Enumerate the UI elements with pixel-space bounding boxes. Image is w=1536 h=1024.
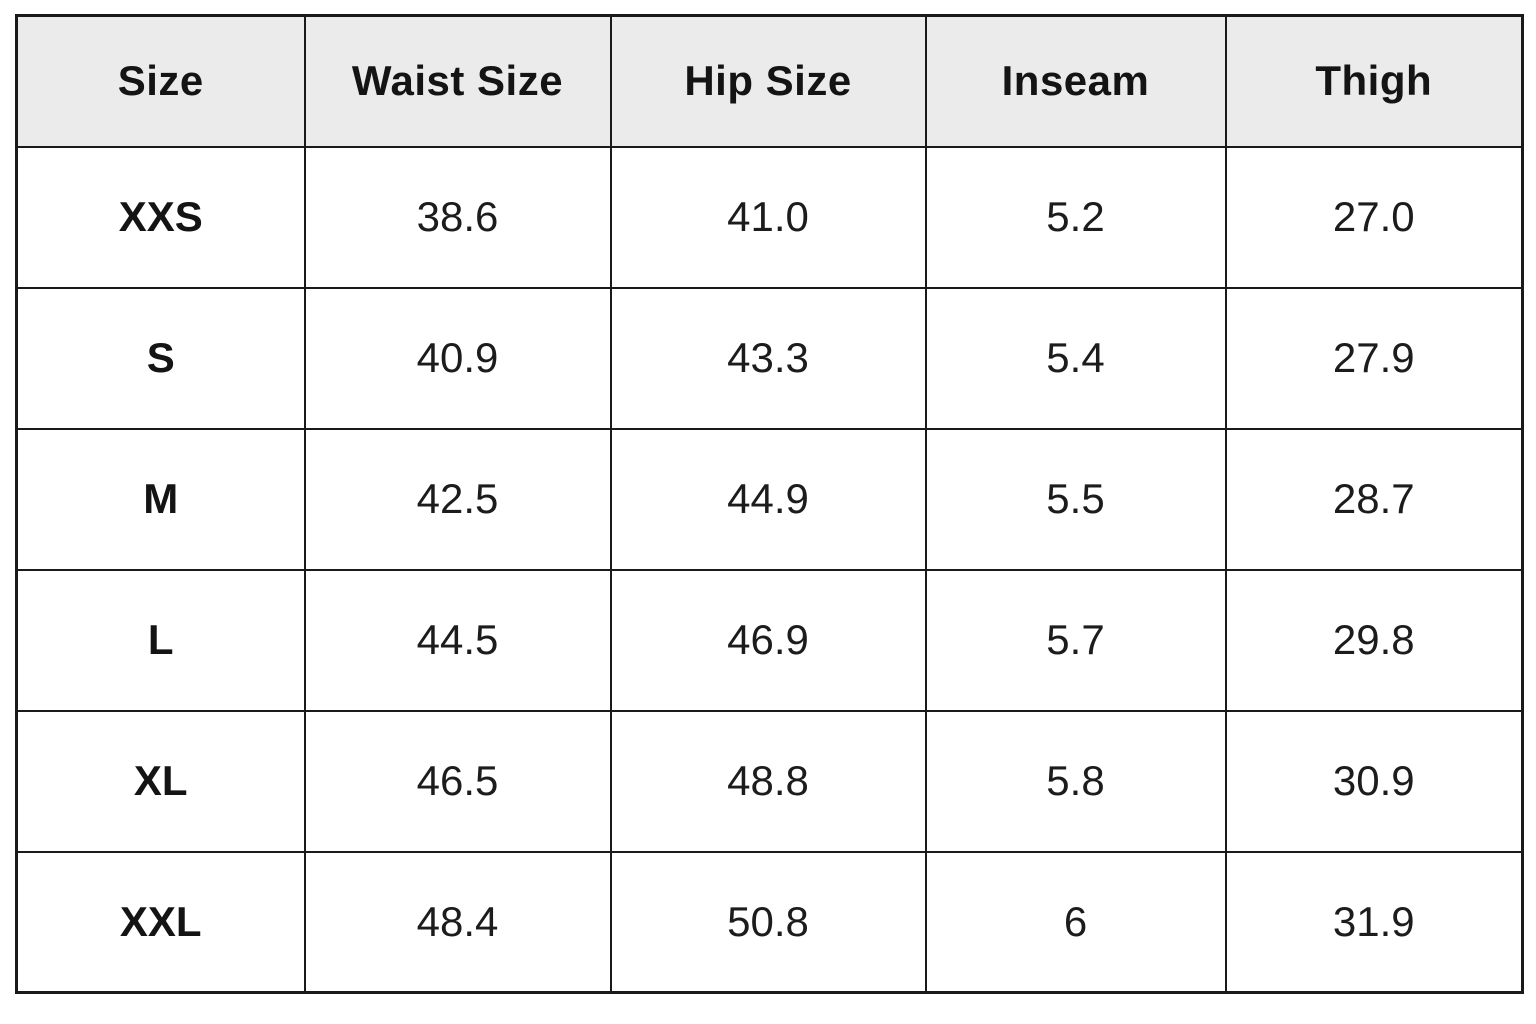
thigh-value: 29.8 (1224, 568, 1524, 712)
hip-value: 43.3 (609, 286, 927, 430)
size-label: L (15, 568, 306, 712)
table-row-xxl: XXL 48.4 50.8 6 31.9 (15, 850, 1524, 994)
waist-value: 46.5 (303, 709, 612, 853)
hip-value: 46.9 (609, 568, 927, 712)
waist-value: 42.5 (303, 427, 612, 571)
thigh-value: 31.9 (1224, 850, 1524, 994)
column-header-inseam: Inseam (924, 14, 1227, 148)
waist-value: 44.5 (303, 568, 612, 712)
hip-value: 50.8 (609, 850, 927, 994)
inseam-value: 5.7 (924, 568, 1227, 712)
waist-value: 48.4 (303, 850, 612, 994)
table-row-m: M 42.5 44.9 5.5 28.7 (15, 427, 1524, 571)
waist-value: 38.6 (303, 145, 612, 289)
column-header-hip: Hip Size (609, 14, 927, 148)
column-header-size: Size (15, 14, 306, 148)
header-row: Size Waist Size Hip Size Inseam Thigh (15, 14, 1524, 148)
column-header-thigh: Thigh (1224, 14, 1524, 148)
thigh-value: 28.7 (1224, 427, 1524, 571)
table-row-xl: XL 46.5 48.8 5.8 30.9 (15, 709, 1524, 853)
inseam-value: 5.5 (924, 427, 1227, 571)
size-label: M (15, 427, 306, 571)
inseam-value: 5.4 (924, 286, 1227, 430)
thigh-value: 27.0 (1224, 145, 1524, 289)
inseam-value: 5.8 (924, 709, 1227, 853)
inseam-value: 6 (924, 850, 1227, 994)
size-label: XXS (15, 145, 306, 289)
inseam-value: 5.2 (924, 145, 1227, 289)
table-row-xxs: XXS 38.6 41.0 5.2 27.0 (15, 145, 1524, 289)
column-header-waist: Waist Size (303, 14, 612, 148)
hip-value: 48.8 (609, 709, 927, 853)
thigh-value: 30.9 (1224, 709, 1524, 853)
size-chart-table: Size Waist Size Hip Size Inseam Thigh XX… (15, 14, 1524, 994)
size-label: XXL (15, 850, 306, 994)
hip-value: 41.0 (609, 145, 927, 289)
table-row-l: L 44.5 46.9 5.7 29.8 (15, 568, 1524, 712)
waist-value: 40.9 (303, 286, 612, 430)
table-row-s: S 40.9 43.3 5.4 27.9 (15, 286, 1524, 430)
size-label: XL (15, 709, 306, 853)
hip-value: 44.9 (609, 427, 927, 571)
thigh-value: 27.9 (1224, 286, 1524, 430)
size-label: S (15, 286, 306, 430)
